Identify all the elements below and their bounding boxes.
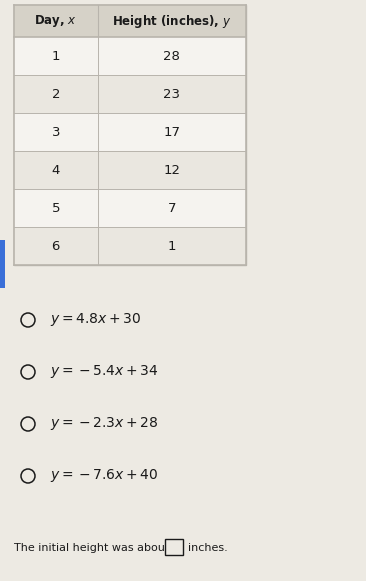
- Bar: [165, 539, 183, 555]
- Text: $y = 4.8x + 30$: $y = 4.8x + 30$: [50, 311, 141, 328]
- Text: 1: 1: [52, 49, 60, 63]
- Text: $y = -5.4x + 34$: $y = -5.4x + 34$: [50, 364, 159, 381]
- Text: 28: 28: [163, 49, 180, 63]
- Bar: [14, 5, 246, 37]
- Text: inches.: inches.: [188, 543, 228, 553]
- Text: 4: 4: [52, 163, 60, 177]
- Text: 7: 7: [168, 202, 176, 214]
- Bar: [14, 37, 246, 75]
- Text: The initial height was about: The initial height was about: [14, 543, 169, 553]
- Text: 1: 1: [168, 239, 176, 253]
- Bar: [14, 227, 246, 265]
- Text: 3: 3: [52, 125, 60, 138]
- Text: $y = -2.3x + 28$: $y = -2.3x + 28$: [50, 415, 159, 432]
- Text: 17: 17: [163, 125, 180, 138]
- Bar: [14, 75, 246, 113]
- Bar: [14, 113, 246, 151]
- Bar: [0, 240, 5, 288]
- Text: Height (inches), $y$: Height (inches), $y$: [112, 13, 231, 30]
- Text: 5: 5: [52, 202, 60, 214]
- Text: Day, $x$: Day, $x$: [34, 13, 77, 29]
- Text: 2: 2: [52, 88, 60, 101]
- Bar: [14, 5, 246, 265]
- Text: 12: 12: [163, 163, 180, 177]
- Text: 6: 6: [52, 239, 60, 253]
- Text: $y = -7.6x + 40$: $y = -7.6x + 40$: [50, 468, 158, 485]
- Bar: [14, 151, 246, 189]
- Bar: [14, 189, 246, 227]
- Text: 23: 23: [163, 88, 180, 101]
